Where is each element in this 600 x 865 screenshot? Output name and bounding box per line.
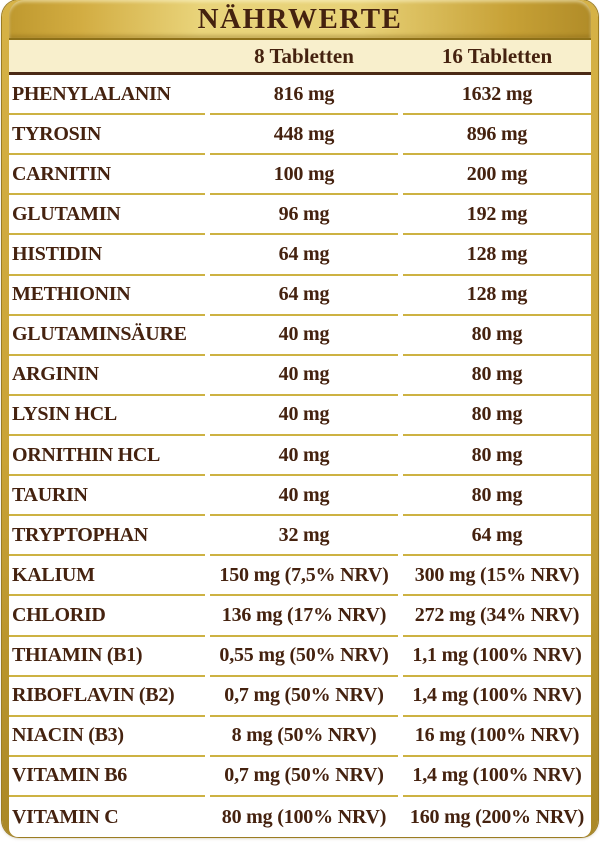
nutrient-name: GLUTAMIN bbox=[9, 195, 205, 236]
nutrient-name: VITAMIN B6 bbox=[9, 757, 205, 797]
value-8-tabletten: 448 mg bbox=[210, 115, 398, 156]
value-16-tabletten: 192 mg bbox=[403, 195, 591, 236]
column-header-16-tabletten: 16 Tabletten bbox=[441, 43, 553, 68]
nutrient-name: TRYPTOPHAN bbox=[9, 516, 205, 557]
table-row: GLUTAMINSÄURE 40 mg 80 mg bbox=[9, 316, 591, 356]
table-row: VITAMIN C 80 mg (100% NRV) 160 mg (200% NR… bbox=[9, 797, 591, 837]
nutrient-name: HISTIDIN bbox=[9, 235, 205, 276]
value-16-tabletten: 896 mg bbox=[403, 115, 591, 156]
table-row: METHIONIN 64 mg 128 mg bbox=[9, 276, 591, 316]
value-16-tabletten: 64 mg bbox=[403, 516, 591, 557]
nutrient-name: VITAMIN C bbox=[12, 805, 119, 828]
value-16-tabletten: 272 mg (34% NRV) bbox=[403, 596, 591, 637]
nutrient-name: NIACIN (B3) bbox=[9, 717, 205, 757]
value-16-tabletten: 1,1 mg (100% NRV) bbox=[403, 637, 591, 677]
table-row: TRYPTOPHAN 32 mg 64 mg bbox=[9, 516, 591, 557]
value-8-tabletten: 8 mg (50% NRV) bbox=[210, 717, 398, 757]
nutrient-name: RIBOFLAVIN (B2) bbox=[9, 677, 205, 717]
value-16-tabletten: 80 mg bbox=[403, 316, 591, 356]
table-row: CARNITIN 100 mg 200 mg bbox=[9, 155, 591, 196]
nutrient-name: METHIONIN bbox=[9, 276, 205, 316]
table-row: GLUTAMIN 96 mg 192 mg bbox=[9, 195, 591, 236]
nutrient-name: KALIUM bbox=[9, 556, 205, 597]
table-row: CHLORID 136 mg (17% NRV) 272 mg (34% NRV) bbox=[9, 596, 591, 637]
nutrient-name: PHENYLALANIN bbox=[9, 75, 205, 116]
value-16-tabletten: 80 mg bbox=[403, 356, 591, 396]
table-row: ORNITHIN HCL 40 mg 80 mg bbox=[9, 436, 591, 477]
value-8-tabletten: 0,7 mg (50% NRV) bbox=[210, 677, 398, 717]
value-8-tabletten: 32 mg bbox=[210, 516, 398, 557]
nutrient-name: ARGININ bbox=[9, 356, 205, 396]
nutrient-name: THIAMIN (B1) bbox=[9, 637, 205, 677]
table-row: ARGININ 40 mg 80 mg bbox=[9, 356, 591, 396]
nutrient-name: TAURIN bbox=[9, 476, 205, 517]
table-row: HISTIDIN 64 mg 128 mg bbox=[9, 235, 591, 276]
nutrient-name: TYROSIN bbox=[9, 115, 205, 156]
table-row: PHENYLALANIN 816 mg 1632 mg bbox=[9, 75, 591, 116]
value-8-tabletten: 816 mg bbox=[210, 75, 398, 116]
nutrient-name: LYSIN HCL bbox=[9, 396, 205, 436]
value-8-tabletten: 40 mg bbox=[210, 436, 398, 477]
value-16-tabletten: 16 mg (100% NRV) bbox=[403, 717, 591, 757]
table-row: NIACIN (B3) 8 mg (50% NRV) 16 mg (100% NRV… bbox=[9, 717, 591, 757]
nutrient-name: ORNITHIN HCL bbox=[9, 436, 205, 477]
value-8-tabletten: 0,55 mg (50% NRV) bbox=[210, 637, 398, 677]
title-band: NÄHRWERTE bbox=[9, 0, 591, 40]
table-row: VITAMIN B6 0,7 mg (50% NRV) 1,4 mg (100% N… bbox=[9, 757, 591, 797]
nutrition-facts-card: NÄHRWERTE 8 Tabletten 16 Tabletten PHENY… bbox=[2, 0, 598, 837]
value-16-tabletten: 128 mg bbox=[403, 276, 591, 316]
table-row: KALIUM 150 mg (7,5% NRV) 300 mg (15% NRV) bbox=[9, 556, 591, 597]
value-16-tabletten: 1632 mg bbox=[403, 75, 591, 116]
nutrient-rows: PHENYLALANIN 816 mg 1632 mg TYROSIN 448 mg 89… bbox=[9, 75, 591, 837]
value-8-tabletten: 136 mg (17% NRV) bbox=[210, 596, 398, 637]
column-header-row: 8 Tabletten 16 Tabletten bbox=[9, 40, 591, 75]
value-16-tabletten: 1,4 mg (100% NRV) bbox=[403, 677, 591, 717]
value-16-tabletten: 128 mg bbox=[403, 235, 591, 276]
value-8-tabletten: 100 mg bbox=[210, 155, 398, 196]
value-8-tabletten: 40 mg bbox=[210, 396, 398, 436]
value-16-tabletten: 160 mg (200% NRV) bbox=[409, 805, 585, 828]
table-title: NÄHRWERTE bbox=[197, 2, 403, 35]
value-16-tabletten: 80 mg bbox=[403, 436, 591, 477]
value-8-tabletten: 40 mg bbox=[210, 356, 398, 396]
value-16-tabletten: 200 mg bbox=[403, 155, 591, 196]
table-row: TAURIN 40 mg 80 mg bbox=[9, 476, 591, 517]
table-row: LYSIN HCL 40 mg 80 mg bbox=[9, 396, 591, 436]
table-body: 8 Tabletten 16 Tabletten PHENYLALANIN 816… bbox=[9, 40, 591, 837]
value-16-tabletten: 80 mg bbox=[403, 476, 591, 517]
nutrient-name: CHLORID bbox=[9, 596, 205, 637]
value-8-tabletten: 40 mg bbox=[210, 316, 398, 356]
table-row: THIAMIN (B1) 0,55 mg (50% NRV) 1,1 mg (100… bbox=[9, 637, 591, 677]
value-8-tabletten: 80 mg (100% NRV) bbox=[221, 805, 387, 828]
value-8-tabletten: 96 mg bbox=[210, 195, 398, 236]
nutrient-name: GLUTAMINSÄURE bbox=[9, 316, 205, 356]
value-16-tabletten: 1,4 mg (100% NRV) bbox=[403, 757, 591, 797]
value-8-tabletten: 40 mg bbox=[210, 476, 398, 517]
table-row: RIBOFLAVIN (B2) 0,7 mg (50% NRV) 1,4 mg (1… bbox=[9, 677, 591, 717]
value-8-tabletten: 0,7 mg (50% NRV) bbox=[210, 757, 398, 797]
value-8-tabletten: 64 mg bbox=[210, 235, 398, 276]
value-8-tabletten: 64 mg bbox=[210, 276, 398, 316]
value-8-tabletten: 150 mg (7,5% NRV) bbox=[210, 556, 398, 597]
value-16-tabletten: 300 mg (15% NRV) bbox=[403, 556, 591, 597]
value-16-tabletten: 80 mg bbox=[403, 396, 591, 436]
nutrient-name: CARNITIN bbox=[9, 155, 205, 196]
column-header-8-tabletten: 8 Tabletten bbox=[254, 43, 354, 68]
table-row: TYROSIN 448 mg 896 mg bbox=[9, 115, 591, 156]
